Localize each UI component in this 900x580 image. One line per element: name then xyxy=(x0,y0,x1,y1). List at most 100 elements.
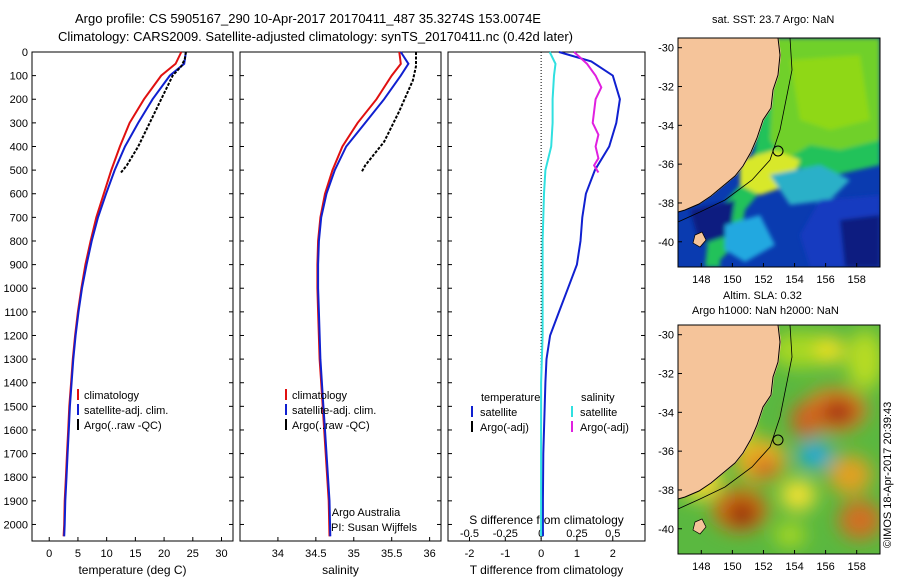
diff-xtick-label: 2 xyxy=(610,548,616,560)
diff-xtick-label: -2 xyxy=(465,548,475,560)
map-lat-label: -40 xyxy=(658,524,674,536)
s-diff-tick-label: 0.5 xyxy=(605,528,620,540)
sal-panel: 34 34.5 35 35.5 36 salinity climatology satelli… xyxy=(239,51,442,577)
depth-tick-label: 300 xyxy=(10,118,28,130)
depth-tick-label: 900 xyxy=(10,260,28,272)
map-lat-label: -38 xyxy=(658,198,674,210)
depth-tick-label: 400 xyxy=(10,141,28,153)
sla-map-title: Altim. SLA: 0.32 xyxy=(723,290,802,302)
depth-tick-label: 0 xyxy=(22,47,28,59)
sla-argo-marker xyxy=(772,434,784,446)
depth-tick-label: 1800 xyxy=(4,472,28,484)
diff-legend-label: satellite xyxy=(580,407,617,419)
depth-tick-label: 2000 xyxy=(4,519,28,531)
depth-tick-label: 800 xyxy=(10,236,28,248)
sal-xtick-label: 35.5 xyxy=(381,548,402,560)
depth-tick-label: 700 xyxy=(10,212,28,224)
s-diff-tick-label: -0.5 xyxy=(460,528,479,540)
sal-series-line xyxy=(360,52,417,173)
map-lat-label: -36 xyxy=(658,446,674,458)
temp-xtick-label: 30 xyxy=(215,548,227,560)
temp-legend-label: satellite-adj. clim. xyxy=(84,405,168,417)
temp-xtick-label: 0 xyxy=(46,548,52,560)
map-lat-label: -32 xyxy=(658,369,674,381)
annotation-line: Argo Australia xyxy=(332,507,401,519)
depth-tick-label: 1100 xyxy=(4,307,28,319)
depth-tick-label: 1600 xyxy=(4,425,28,437)
temp-frame xyxy=(31,51,234,542)
sal-series-line xyxy=(317,51,410,537)
diff-xtick-label: -1 xyxy=(500,548,510,560)
depth-tick-label: 1200 xyxy=(4,330,28,342)
sal-legend-label: satellite-adj. clim. xyxy=(292,405,376,417)
credit-text: ©IMOS 18-Apr-2017 20:39:43 xyxy=(882,401,894,548)
depth-tick-label: 1000 xyxy=(4,283,28,295)
s-diff-xlabel: S difference from climatology xyxy=(469,513,624,527)
temp-series-line xyxy=(63,51,187,537)
sst-map-title: sat. SST: 23.7 Argo: NaN xyxy=(712,14,835,26)
map-lon-label: 154 xyxy=(785,274,803,286)
map-lon-label: 158 xyxy=(848,561,866,573)
map-lat-label: -34 xyxy=(658,407,674,419)
sal-xlabel: salinity xyxy=(322,563,359,577)
sal-xtick-label: 34.5 xyxy=(305,548,326,560)
map-lon-label: 158 xyxy=(848,274,866,286)
sal-xtick-label: 36 xyxy=(423,548,435,560)
map-lat-label: -30 xyxy=(658,43,674,55)
sst-map: 148 150 152 154 156 158 -30 -32 -34 -36 -38 -40 xyxy=(658,37,881,286)
figure-subtitle: Climatology: CARS2009. Satellite-adjuste… xyxy=(58,29,573,44)
diff-panel: -2 -1 0 1 2 T difference from climatology -0.5… xyxy=(447,51,646,577)
map-lon-label: 156 xyxy=(816,561,834,573)
s-diff-tick-label: 0.25 xyxy=(566,528,587,540)
temp-xtick-label: 25 xyxy=(187,548,199,560)
map-lon-label: 148 xyxy=(692,274,710,286)
diff-series-line xyxy=(573,51,603,174)
sal-frame xyxy=(239,51,442,542)
map-lat-label: -40 xyxy=(658,237,674,249)
legend-temp-header: temperature xyxy=(481,392,540,404)
diff-xlabel: T difference from climatology xyxy=(470,563,624,577)
map-lat-label: -30 xyxy=(658,330,674,342)
diff-series-line xyxy=(540,51,557,537)
sla-map: 148 150 152 154 156 158 -30 -32 -34 -36 -38 -40 xyxy=(658,324,881,573)
map-lon-label: 148 xyxy=(692,561,710,573)
depth-tick-label: 500 xyxy=(10,165,28,177)
temp-xtick-label: 15 xyxy=(129,548,141,560)
map-lon-label: 152 xyxy=(754,274,772,286)
depth-tick-label: 1500 xyxy=(4,401,28,413)
temp-xtick-label: 10 xyxy=(101,548,113,560)
sal-series-line xyxy=(316,51,402,537)
temp-xtick-label: 5 xyxy=(75,548,81,560)
legend-sal-header: salinity xyxy=(581,392,615,404)
depth-tick-label: 1900 xyxy=(4,496,28,508)
depth-tick-label: 200 xyxy=(10,94,28,106)
depth-tick-label: 1300 xyxy=(4,354,28,366)
temp-series-line xyxy=(120,51,187,174)
sla-map-subtitle: Argo h1000: NaN h2000: NaN xyxy=(692,305,839,317)
sst-argo-marker xyxy=(772,145,784,157)
temp-panel: 0100200300400500600700800900100011001200… xyxy=(4,47,234,577)
depth-tick-label: 100 xyxy=(10,71,28,83)
map-lat-label: -36 xyxy=(658,159,674,171)
map-lat-label: -32 xyxy=(658,82,674,94)
diff-series-line xyxy=(541,51,621,537)
annotation-line: PI: Susan Wijffels xyxy=(331,522,417,534)
temp-legend-label: climatology xyxy=(84,390,140,402)
sal-xtick-label: 34 xyxy=(272,548,284,560)
map-lon-label: 156 xyxy=(816,274,834,286)
sst-land xyxy=(678,38,781,212)
diff-xtick-label: 0 xyxy=(538,548,544,560)
map-lat-label: -38 xyxy=(658,485,674,497)
temp-xlabel: temperature (deg C) xyxy=(78,563,186,577)
sal-legend-label: Argo(..raw -QC) xyxy=(292,420,370,432)
depth-tick-label: 600 xyxy=(10,189,28,201)
sal-xtick-label: 35 xyxy=(348,548,360,560)
temp-xtick-label: 20 xyxy=(158,548,170,560)
depth-tick-label: 1700 xyxy=(4,449,28,461)
map-lon-label: 154 xyxy=(785,561,803,573)
map-lon-label: 150 xyxy=(723,561,741,573)
diff-legend-label: Argo(-adj) xyxy=(580,422,629,434)
diff-frame xyxy=(447,51,646,542)
sla-land xyxy=(678,325,781,499)
